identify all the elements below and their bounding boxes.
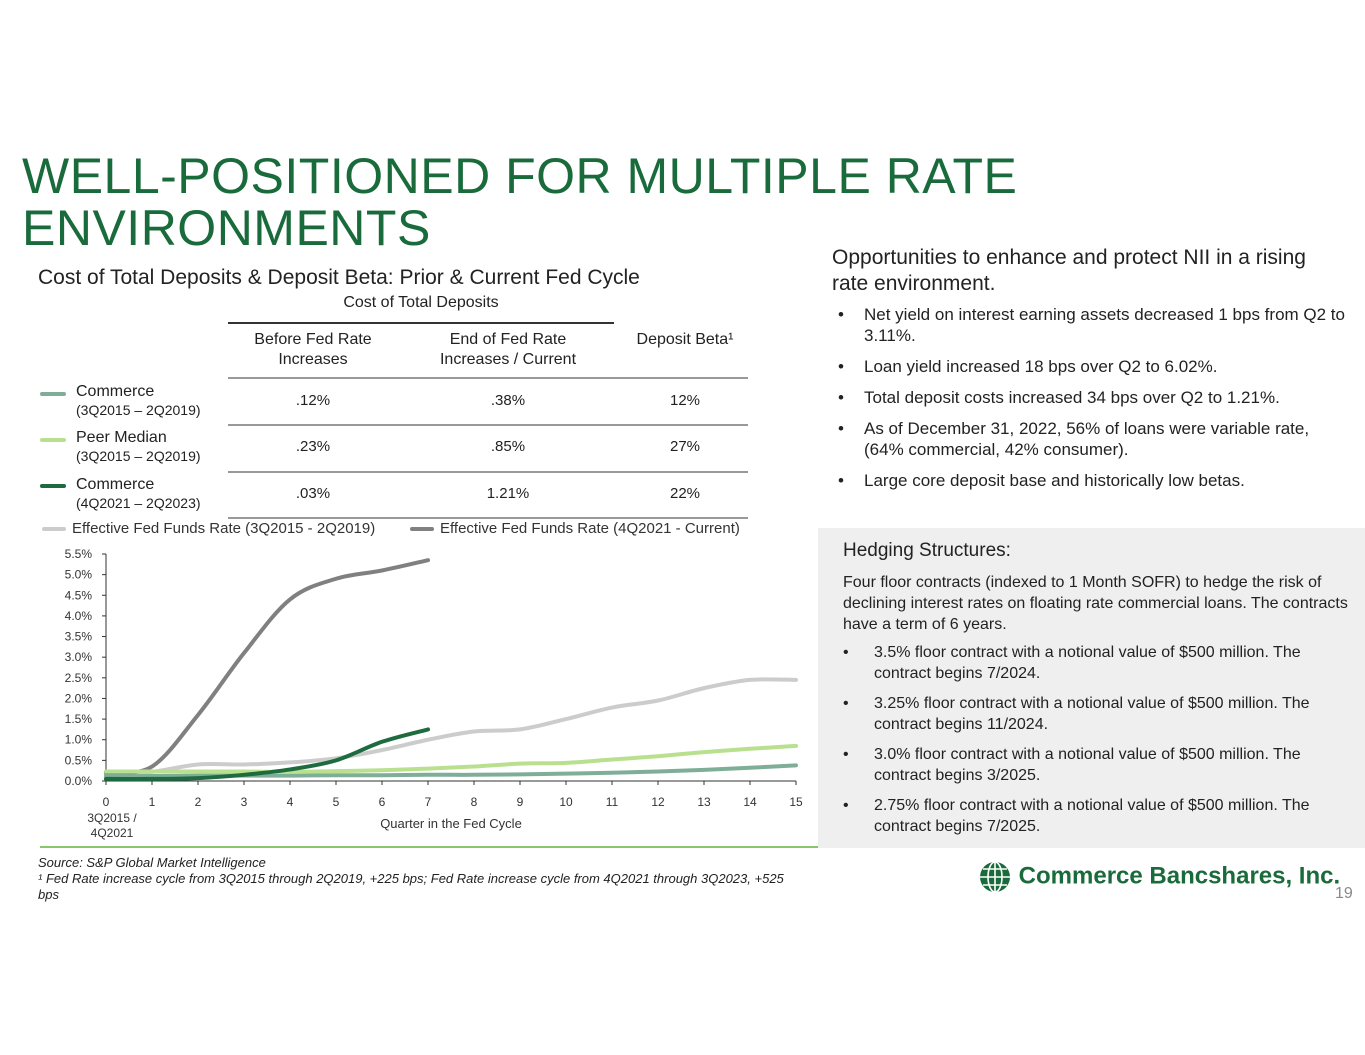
series-line (104, 677, 798, 777)
row-period: (4Q2021 – 2Q2023) (76, 495, 201, 511)
x-tick-label: 0 (103, 795, 110, 809)
source-note: Source: S&P Global Market Intelligence (38, 855, 266, 870)
table-cell: .38% (490, 392, 526, 409)
list-item: Large core deposit base and historically… (838, 470, 1348, 491)
table-row-label: Peer Median (3Q2015 – 2Q2019) (76, 429, 201, 465)
globe-icon (980, 861, 1010, 893)
footnotes: Source: S&P Global Market Intelligence ¹… (38, 855, 798, 903)
list-item: 3.25% floor contract with a notional val… (843, 693, 1353, 735)
list-item: Total deposit costs increased 34 bps ove… (838, 387, 1348, 408)
row-divider (228, 424, 748, 426)
y-tick-label: 0.0% (65, 774, 93, 788)
x-tick-label: 1 (149, 795, 156, 809)
y-tick-label: 0.5% (65, 753, 93, 767)
table-caption: Cost of Total Deposits (343, 294, 499, 311)
series-group (104, 558, 798, 781)
hedging-intro: Four floor contracts (indexed to 1 Month… (843, 574, 1348, 633)
list-item: Loan yield increased 18 bps over Q2 to 6… (838, 356, 1348, 377)
table-cell: .85% (490, 438, 526, 455)
page-number: 19 (1335, 885, 1353, 902)
col-header-before: Before Fed Rate Increases (254, 331, 372, 368)
x-origin-label: 4Q2021 (91, 826, 134, 840)
table-row-label: Commerce (4Q2021 – 2Q2023) (76, 476, 201, 512)
y-tick-label: 3.0% (65, 650, 93, 664)
footer-divider (40, 846, 818, 848)
series-line (104, 743, 798, 774)
x-origin-label: 3Q2015 / (87, 811, 137, 825)
list-item: 3.0% floor contract with a notional valu… (843, 744, 1353, 786)
x-tick-label: 4 (287, 795, 294, 809)
rate-chart: 0.0% 0.5% 1.0% 1.5% 2.0% 2.5% 3.0% 3.5% 4.0% 4.5%… (65, 547, 803, 840)
table-cell: 22% (669, 485, 701, 502)
legend-item-fed-prior: Effective Fed Funds Rate (3Q2015 - 2Q201… (42, 520, 375, 537)
x-axis: 0 1 2 3 4 5 6 7 8 9 10 11 12 13 14 15 (103, 780, 803, 809)
y-tick-label: 4.0% (65, 609, 93, 623)
row-name: Commerce (76, 476, 155, 493)
x-tick-label: 11 (606, 795, 619, 809)
row-divider (228, 471, 748, 473)
col-header-end: End of Fed Rate Increases / Current (439, 331, 577, 368)
row-period: (3Q2015 – 2Q2019) (76, 402, 201, 418)
y-tick-label: 1.5% (65, 712, 93, 726)
row-divider (228, 517, 748, 519)
list-item: Net yield on interest earning assets dec… (838, 304, 1348, 346)
y-tick-label: 4.5% (65, 588, 93, 602)
nii-heading: Opportunities to enhance and protect NII… (832, 246, 1306, 295)
company-logo: Commerce Bancshares, Inc. (978, 860, 1340, 894)
legend-label: Effective Fed Funds Rate (3Q2015 - 2Q201… (72, 520, 376, 537)
x-tick-label: 6 (379, 795, 386, 809)
hedging-list: 3.5% floor contract with a notional valu… (843, 642, 1353, 846)
y-tick-label: 5.0% (65, 568, 93, 582)
legend-swatch (410, 527, 434, 532)
row-swatch (40, 438, 66, 442)
table-cell: 12% (669, 392, 701, 409)
x-tick-label: 3 (241, 795, 248, 809)
list-item: 2.75% floor contract with a notional val… (843, 795, 1353, 837)
footnote: ¹ Fed Rate increase cycle from 3Q2015 th… (38, 871, 784, 902)
y-tick-label: 5.5% (65, 547, 93, 561)
y-tick-label: 3.5% (65, 630, 93, 644)
row-swatch (40, 392, 66, 396)
x-tick-label: 9 (517, 795, 524, 809)
nii-bullet-list: Net yield on interest earning assets dec… (838, 304, 1348, 501)
list-item: As of December 31, 2022, 56% of loans we… (838, 418, 1348, 460)
row-period: (3Q2015 – 2Q2019) (76, 448, 201, 464)
logo-text: Commerce Bancshares, Inc. (1018, 862, 1341, 890)
row-swatch (40, 484, 66, 488)
list-item: 3.5% floor contract with a notional valu… (843, 642, 1353, 684)
table-cell: .12% (295, 392, 331, 409)
y-tick-label: 2.5% (65, 671, 93, 685)
table-cell: .03% (295, 485, 331, 502)
table-cell: 27% (669, 438, 701, 455)
x-tick-label: 7 (425, 795, 432, 809)
x-tick-label: 10 (559, 795, 573, 809)
legend-swatch (42, 527, 66, 532)
x-tick-label: 14 (743, 795, 757, 809)
x-tick-label: 2 (195, 795, 202, 809)
x-tick-label: 12 (651, 795, 665, 809)
legend-item-fed-current: Effective Fed Funds Rate (4Q2021 - Curre… (410, 520, 740, 537)
x-tick-label: 5 (333, 795, 340, 809)
caption-divider (228, 322, 614, 324)
series-line (104, 558, 430, 775)
x-axis-label: Quarter in the Fed Cycle (380, 816, 522, 831)
x-tick-label: 8 (471, 795, 478, 809)
table-cell: 1.21% (486, 485, 530, 502)
x-tick-label: 15 (789, 795, 803, 809)
row-name: Commerce (76, 383, 155, 400)
y-tick-label: 1.0% (65, 733, 93, 747)
col-header-beta: Deposit Beta¹ (636, 331, 734, 348)
hedging-title: Hedging Structures: (843, 540, 1011, 561)
chart-section-title: Cost of Total Deposits & Deposit Beta: P… (38, 266, 640, 289)
legend-label: Effective Fed Funds Rate (4Q2021 - Curre… (440, 520, 740, 537)
series-line (104, 727, 430, 781)
table-row-label: Commerce (3Q2015 – 2Q2019) (76, 383, 201, 419)
header-divider (228, 377, 748, 379)
y-axis: 0.0% 0.5% 1.0% 1.5% 2.0% 2.5% 3.0% 3.5% 4.0% 4.5%… (65, 547, 107, 788)
row-name: Peer Median (76, 429, 167, 446)
page-title: WELL-POSITIONED FOR MULTIPLE RATE ENVIRO… (22, 148, 1018, 256)
y-tick-label: 2.0% (65, 691, 93, 705)
table-cell: .23% (295, 438, 331, 455)
x-tick-label: 13 (697, 795, 711, 809)
